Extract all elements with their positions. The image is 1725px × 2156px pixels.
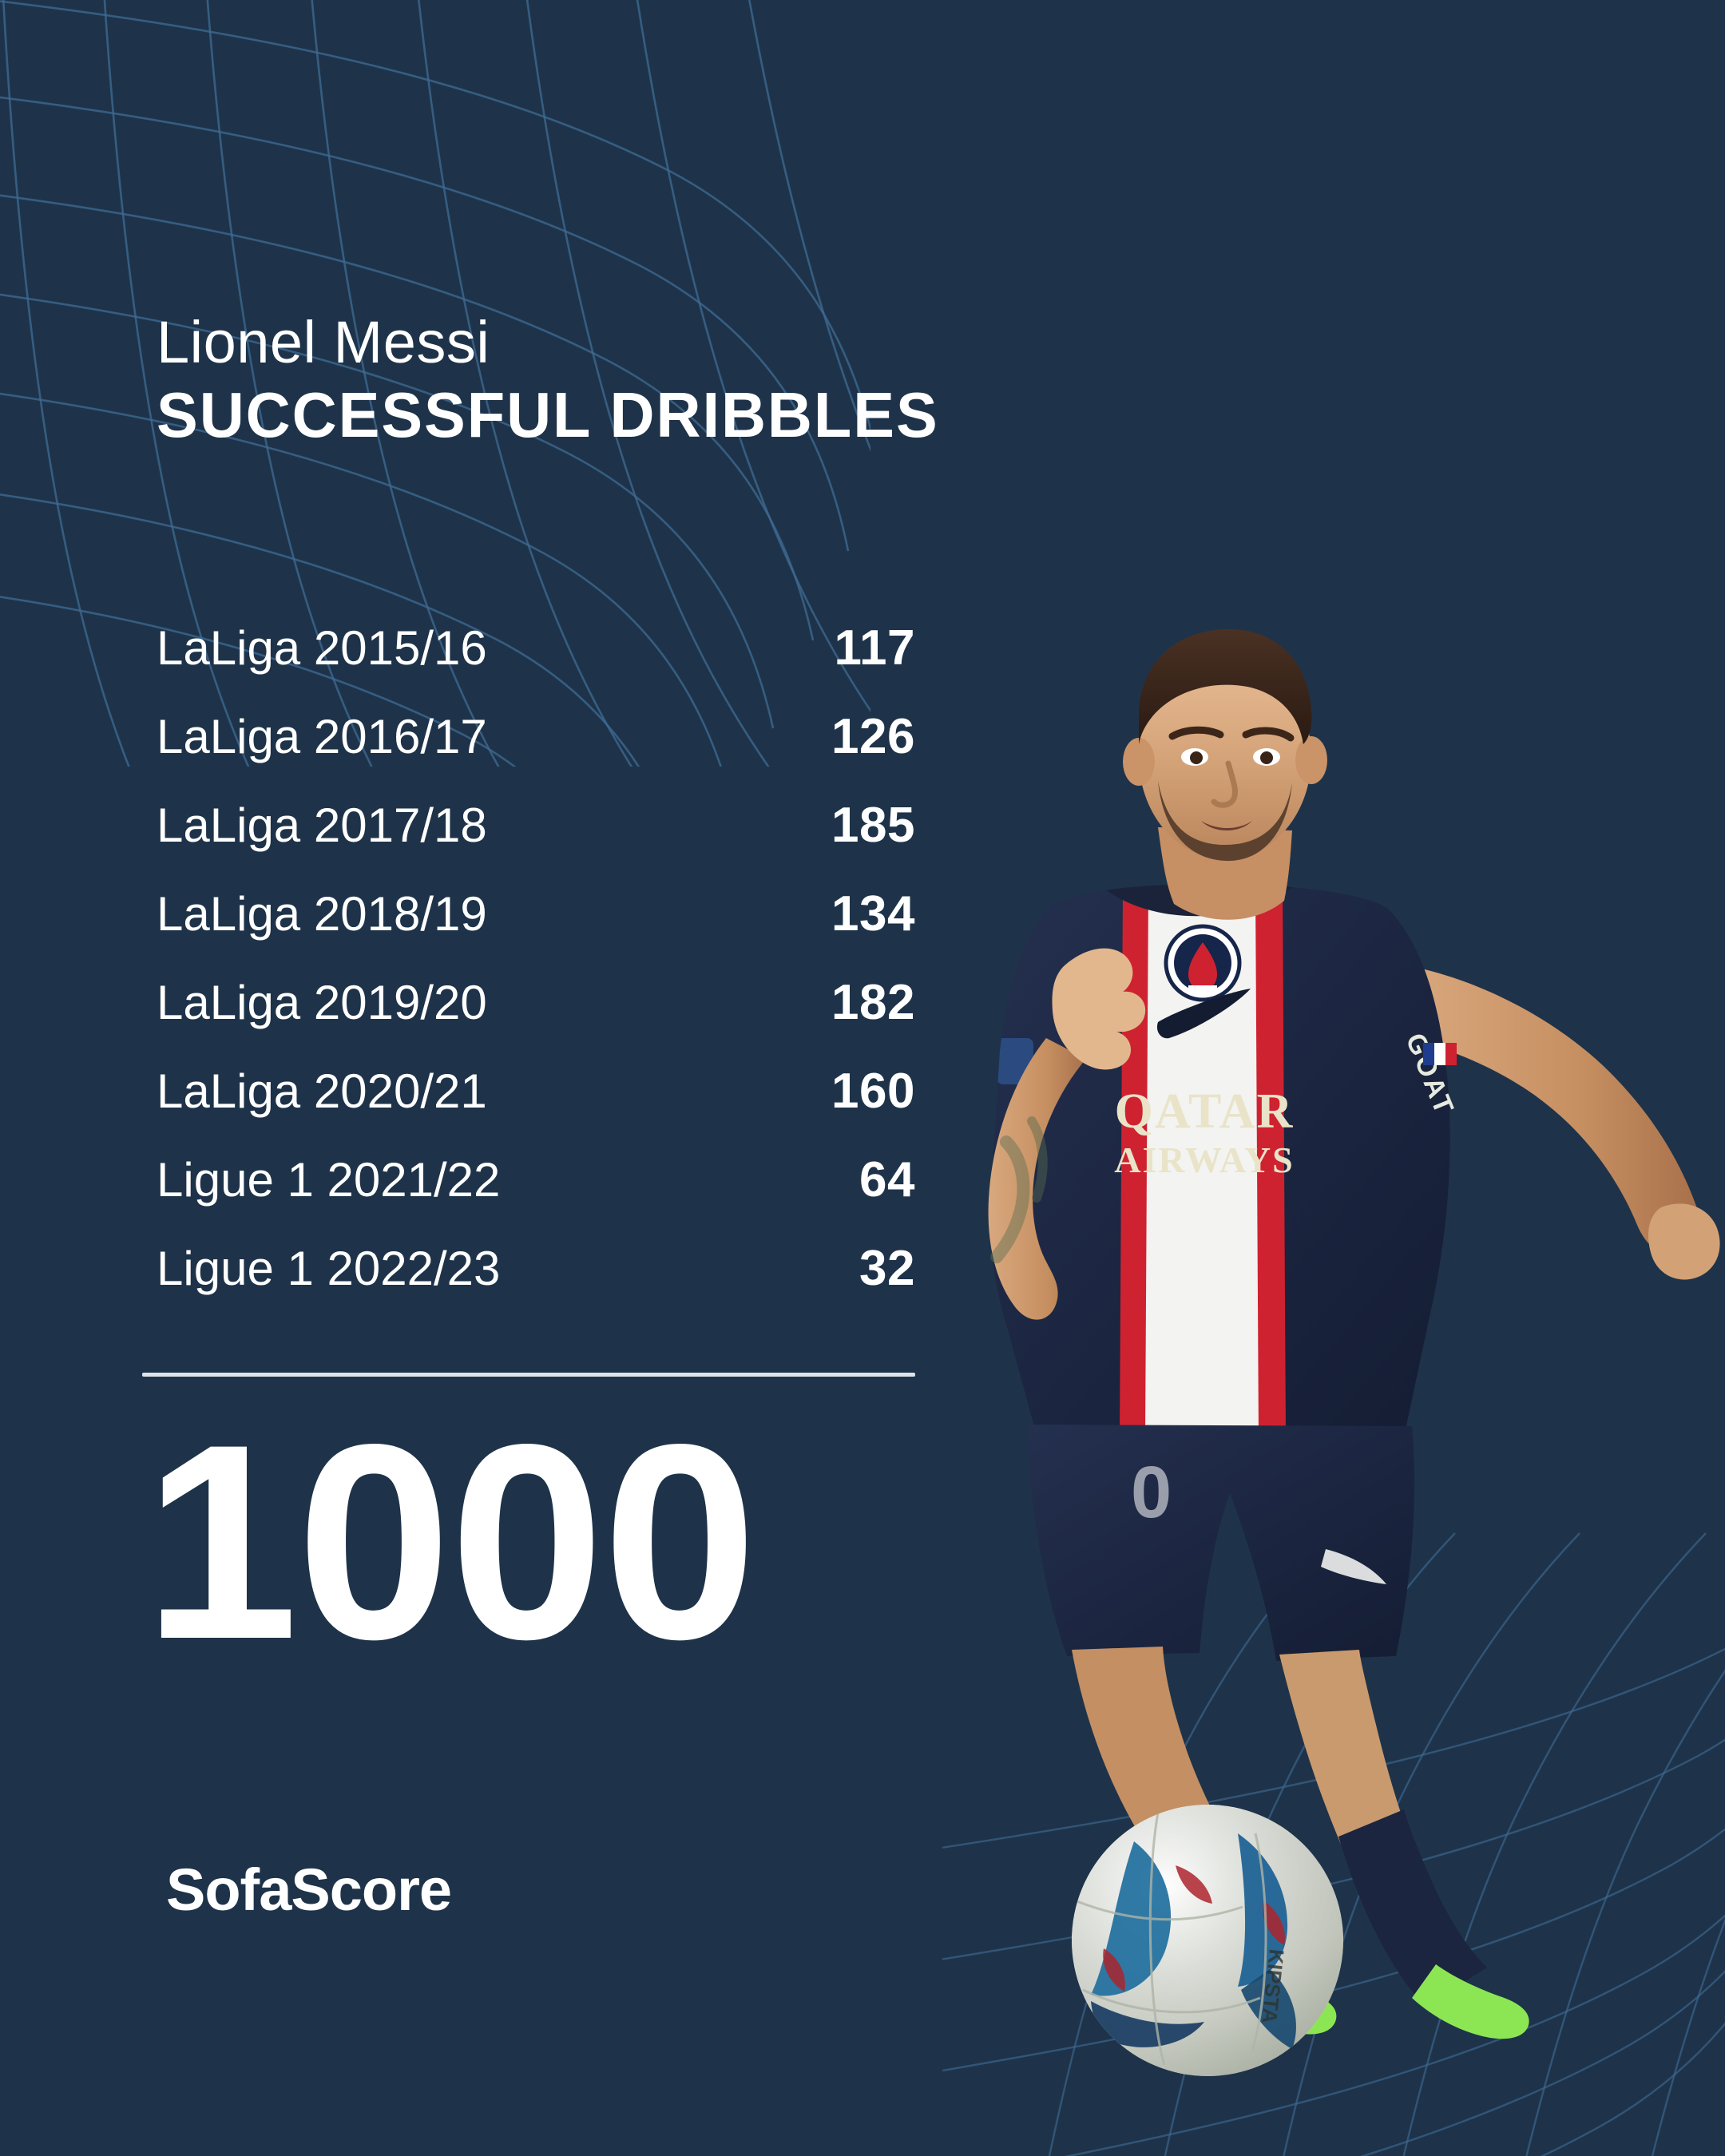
table-row: LaLiga 2019/20 182 xyxy=(157,974,915,1063)
stat-label: LaLiga 2019/20 xyxy=(157,976,487,1029)
stat-label: LaLiga 2020/21 xyxy=(157,1064,487,1118)
svg-text:QATAR: QATAR xyxy=(1115,1084,1295,1139)
brand-logo: SofaScore xyxy=(166,1857,452,1923)
stat-label: Ligue 1 2022/23 xyxy=(157,1242,501,1295)
table-row: LaLiga 2017/18 185 xyxy=(157,797,915,886)
stat-value: 117 xyxy=(834,620,915,676)
stat-value: 185 xyxy=(831,798,915,853)
table-row: Ligue 1 2022/23 32 xyxy=(157,1240,915,1329)
flag-patch-icon xyxy=(1423,1043,1457,1065)
player-right-leg xyxy=(1279,1650,1415,1881)
player-boot-left xyxy=(1220,1961,1337,2035)
player-left-hand xyxy=(1052,948,1146,1070)
headline-block: Lionel Messi SUCCESSFUL DRIBBLES xyxy=(157,313,1354,447)
stat-value: 160 xyxy=(831,1064,915,1119)
tattoo-detail xyxy=(990,1116,1048,1263)
football-ball: KIPSTA xyxy=(1072,1805,1343,2076)
total-value: 1000 xyxy=(144,1386,757,1697)
player-photo: QATAR AIRWAYS GOAT xyxy=(988,628,1720,2076)
table-row: LaLiga 2020/21 160 xyxy=(157,1063,915,1151)
player-right-hand xyxy=(1648,1203,1720,1280)
stat-value: 182 xyxy=(831,975,915,1030)
stat-label: LaLiga 2016/17 xyxy=(157,710,487,763)
stat-label: Ligue 1 2021/22 xyxy=(157,1153,501,1207)
player-left-arm xyxy=(988,1038,1086,1320)
player-sock-right xyxy=(1338,1809,1487,2006)
table-row: LaLiga 2015/16 117 xyxy=(157,620,915,708)
table-row: Ligue 1 2021/22 64 xyxy=(157,1151,915,1240)
total-divider xyxy=(142,1373,915,1377)
table-row: LaLiga 2016/17 126 xyxy=(157,708,915,797)
stat-label: LaLiga 2017/18 xyxy=(157,799,487,852)
stat-value: 64 xyxy=(859,1152,915,1207)
stat-value: 126 xyxy=(831,709,915,764)
player-right-arm xyxy=(1406,966,1701,1254)
svg-text:AIRWAYS: AIRWAYS xyxy=(1114,1139,1294,1180)
svg-text:GOAT: GOAT xyxy=(1400,1029,1461,1120)
mesh-grid-bottom-right-decoration xyxy=(942,1532,1725,2156)
player-name: Lionel Messi xyxy=(157,309,490,375)
player-head xyxy=(1123,628,1327,862)
stat-value: 32 xyxy=(859,1241,915,1296)
player-neck xyxy=(1158,827,1292,920)
player-sock-left xyxy=(1134,1806,1294,2006)
shorts-swoosh-icon xyxy=(1321,1549,1386,1584)
stat-value: 134 xyxy=(831,886,915,941)
brand-swoosh-icon xyxy=(1156,989,1251,1039)
stat-label: LaLiga 2015/16 xyxy=(157,621,487,675)
svg-text:KIPSTA: KIPSTA xyxy=(1257,1948,1289,2024)
stats-table: LaLiga 2015/16 117 LaLiga 2016/17 126 La… xyxy=(157,620,915,1329)
player-shorts xyxy=(1027,1425,1415,1661)
player-jersey: QATAR AIRWAYS GOAT xyxy=(989,883,1461,1429)
page-title: SUCCESSFUL DRIBBLES xyxy=(157,379,939,450)
club-crest-icon xyxy=(1164,924,1242,1002)
shorts-number: 0 xyxy=(1131,1452,1172,1533)
player-left-leg xyxy=(1072,1647,1246,1900)
table-row: LaLiga 2018/19 134 xyxy=(157,886,915,974)
player-boot-right xyxy=(1412,1964,1529,2039)
stat-label: LaLiga 2018/19 xyxy=(157,887,487,941)
